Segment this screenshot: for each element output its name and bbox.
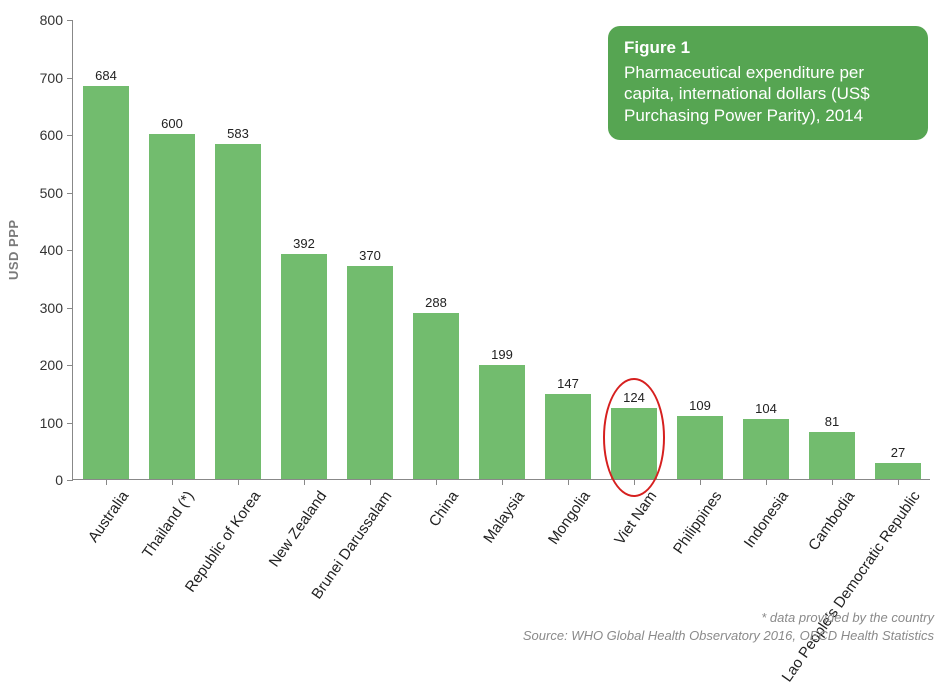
bar: 124 [611,408,657,479]
chart-container: USD PPP 0 100 200 300 400 500 600 700 800 684 Aust… [0,0,952,653]
bar-value-label: 81 [809,414,855,429]
caption-text: Pharmaceutical expenditure per capita, i… [624,62,912,126]
bar: 684 [83,86,129,479]
bar-value-label: 288 [413,295,459,310]
y-tick-label: 400 [40,242,63,258]
bar-value-label: 109 [677,398,723,413]
x-tick [238,479,239,485]
x-tick [898,479,899,485]
y-tick [67,365,73,366]
x-tick [700,479,701,485]
x-axis-label: New Zealand [265,488,330,570]
bar-value-label: 104 [743,401,789,416]
bar-value-label: 199 [479,347,525,362]
caption-title: Figure 1 [624,38,912,58]
y-tick [67,20,73,21]
bar-value-label: 124 [611,390,657,405]
x-axis-label: Mongolia [545,488,594,548]
bar-value-label: 600 [149,116,195,131]
source-text: Source: WHO Global Health Observatory 20… [523,628,934,643]
bar: 147 [545,394,591,479]
x-axis-label: Thailand (*) [140,488,198,561]
x-tick [634,479,635,485]
y-tick [67,423,73,424]
y-tick-label: 200 [40,357,63,373]
x-axis-label: Viet Nam [611,488,660,548]
bar: 370 [347,266,393,479]
bar-value-label: 583 [215,126,261,141]
x-axis-label: Indonesia [741,488,792,551]
x-tick [766,479,767,485]
x-tick [172,479,173,485]
bar: 27 [875,463,921,479]
bar: 288 [413,313,459,479]
x-tick [304,479,305,485]
y-tick-label: 100 [40,415,63,431]
bar: 109 [677,416,723,479]
x-axis-label: Cambodia [805,488,858,554]
bar: 600 [149,134,195,479]
y-tick-label: 0 [55,472,63,488]
figure-caption-box: Figure 1 Pharmaceutical expenditure per … [608,26,928,140]
x-axis-label: China [426,488,462,530]
bar: 583 [215,144,261,479]
bar: 392 [281,254,327,479]
x-tick [832,479,833,485]
x-axis-label: Lao People's Democratic Republic [779,488,924,685]
y-tick [67,78,73,79]
y-tick-label: 600 [40,127,63,143]
y-tick [67,135,73,136]
x-tick [370,479,371,485]
bar-value-label: 27 [875,445,921,460]
bar: 104 [743,419,789,479]
y-tick-label: 300 [40,300,63,316]
y-tick [67,193,73,194]
bar-value-label: 147 [545,376,591,391]
x-axis-label: Republic of Korea [182,488,264,595]
bar: 81 [809,432,855,479]
y-tick [67,250,73,251]
bar: 199 [479,365,525,479]
y-tick-label: 800 [40,12,63,28]
x-axis-label: Australia [85,488,132,546]
y-tick-label: 500 [40,185,63,201]
bar-value-label: 370 [347,248,393,263]
y-tick [67,308,73,309]
x-tick [568,479,569,485]
footnote-text: * data provided by the country [761,610,934,625]
x-tick [502,479,503,485]
bar-value-label: 392 [281,236,327,251]
y-tick-label: 700 [40,70,63,86]
x-tick [436,479,437,485]
bar-value-label: 684 [83,68,129,83]
x-tick [106,479,107,485]
x-axis-label: Philippines [670,488,726,557]
x-axis-label: Malaysia [480,488,528,546]
y-axis-label: USD PPP [6,219,21,280]
y-tick [67,480,73,481]
